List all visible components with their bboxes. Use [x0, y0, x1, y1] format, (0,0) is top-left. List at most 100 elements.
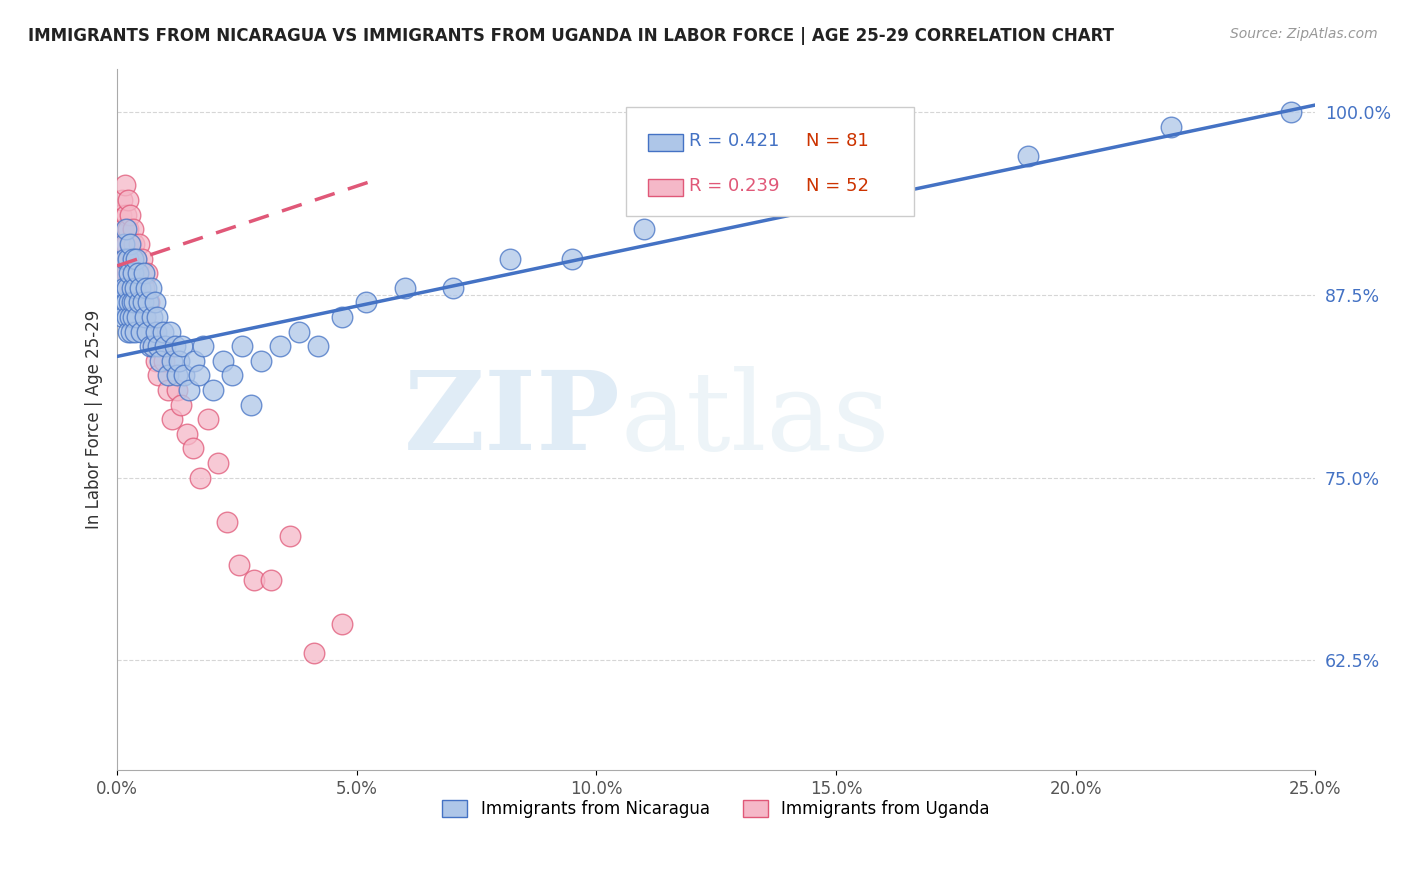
Point [170, 398, 193, 412]
Point [128, 236, 150, 251]
Point [120, 236, 142, 251]
Point [149, 353, 172, 368]
Point [356, 295, 378, 310]
Point [112, 236, 135, 251]
Point [633, 222, 655, 236]
Point [288, 325, 311, 339]
Point [129, 281, 152, 295]
Point [250, 353, 273, 368]
Point [135, 266, 157, 280]
Point [728, 193, 751, 207]
Point [139, 281, 162, 295]
Point [183, 353, 205, 368]
Point [228, 558, 250, 573]
Point [118, 208, 141, 222]
Point [1279, 105, 1302, 120]
Point [115, 222, 138, 236]
Point [176, 426, 198, 441]
Point [145, 353, 167, 368]
FancyBboxPatch shape [648, 179, 683, 196]
Point [307, 339, 329, 353]
Point [117, 281, 139, 295]
Text: N = 81: N = 81 [806, 132, 869, 150]
Point [499, 252, 522, 266]
Point [114, 178, 136, 193]
Point [202, 383, 225, 397]
Point [129, 295, 152, 310]
Point [138, 295, 160, 310]
Text: ZIP: ZIP [404, 366, 620, 473]
Point [146, 310, 169, 324]
Point [302, 646, 325, 660]
Point [197, 412, 219, 426]
Point [125, 252, 148, 266]
Point [142, 339, 165, 353]
Point [122, 266, 145, 280]
Y-axis label: In Labor Force | Age 25-29: In Labor Force | Age 25-29 [86, 310, 103, 529]
Point [141, 310, 163, 324]
Point [188, 471, 211, 485]
Point [1017, 149, 1039, 163]
Point [134, 310, 156, 324]
Point [111, 193, 134, 207]
Point [138, 295, 160, 310]
Point [132, 266, 155, 280]
Point [125, 252, 148, 266]
Point [118, 266, 141, 280]
Text: R = 0.239: R = 0.239 [689, 178, 779, 195]
Text: R = 0.421: R = 0.421 [689, 132, 779, 150]
Point [139, 325, 162, 339]
Point [121, 295, 143, 310]
Point [139, 339, 162, 353]
Point [124, 325, 146, 339]
Point [111, 310, 134, 324]
Point [129, 325, 152, 339]
Point [187, 368, 209, 383]
Point [117, 222, 139, 236]
Point [112, 281, 135, 295]
Point [114, 252, 136, 266]
Point [124, 281, 146, 295]
Point [269, 339, 291, 353]
Legend: Immigrants from Nicaragua, Immigrants from Uganda: Immigrants from Nicaragua, Immigrants fr… [436, 793, 997, 825]
Point [121, 252, 143, 266]
Point [118, 310, 141, 324]
Point [146, 339, 169, 353]
Point [115, 236, 138, 251]
Point [131, 252, 153, 266]
Point [124, 281, 146, 295]
Point [120, 236, 142, 251]
Point [170, 339, 193, 353]
FancyBboxPatch shape [626, 107, 914, 216]
Point [153, 353, 176, 368]
Point [159, 325, 181, 339]
Point [441, 281, 464, 295]
Point [111, 266, 134, 280]
Point [873, 164, 896, 178]
Point [242, 573, 264, 587]
Point [162, 353, 184, 368]
Point [127, 310, 149, 324]
Point [132, 281, 155, 295]
Point [135, 281, 157, 295]
Point [207, 456, 229, 470]
Point [148, 368, 170, 383]
Point [332, 310, 354, 324]
Point [332, 616, 354, 631]
Point [173, 368, 195, 383]
Point [193, 339, 215, 353]
FancyBboxPatch shape [648, 134, 683, 151]
Point [124, 236, 146, 251]
Point [127, 266, 149, 280]
Point [561, 252, 583, 266]
Point [156, 368, 179, 383]
Point [221, 368, 243, 383]
Point [169, 353, 191, 368]
Point [259, 573, 281, 587]
Point [145, 325, 167, 339]
Point [117, 252, 139, 266]
Point [152, 325, 174, 339]
Point [121, 281, 143, 295]
Point [118, 295, 141, 310]
Point [121, 222, 143, 236]
